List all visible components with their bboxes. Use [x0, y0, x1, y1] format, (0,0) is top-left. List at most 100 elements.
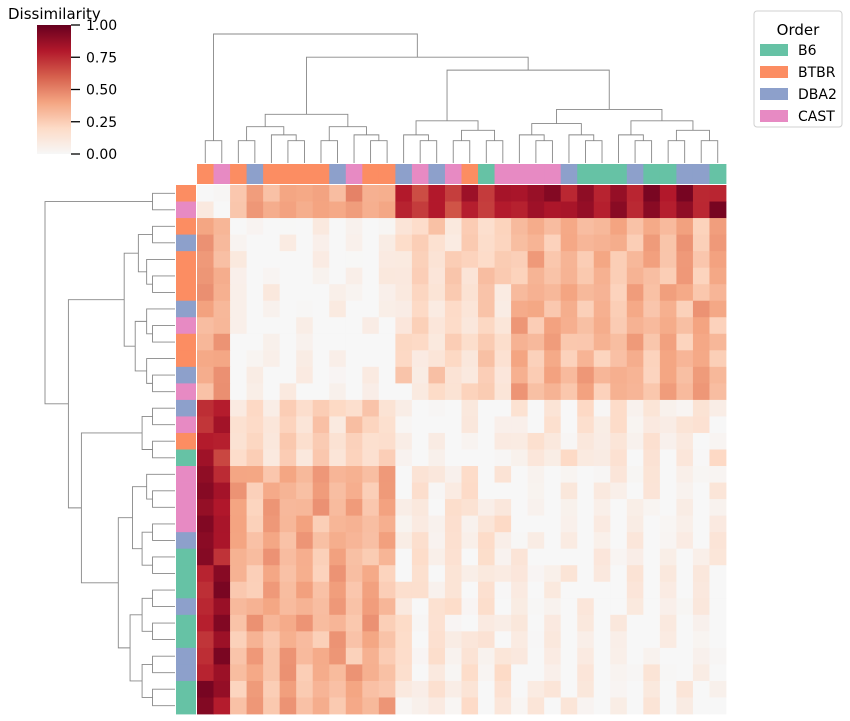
- heatmap-cell: [246, 366, 264, 384]
- heatmap-cell: [329, 350, 347, 368]
- heatmap-cell: [511, 350, 529, 368]
- heatmap-cell: [246, 350, 264, 368]
- heatmap-cell: [577, 565, 595, 583]
- heatmap-cell: [213, 218, 231, 235]
- heatmap-cell: [279, 449, 297, 467]
- heatmap-cell: [279, 218, 297, 235]
- heatmap-cell: [329, 647, 347, 665]
- heatmap-cell: [560, 366, 578, 384]
- heatmap-cell: [312, 234, 330, 252]
- heatmap-cell: [494, 482, 512, 500]
- heatmap-cell: [709, 598, 727, 616]
- heatmap-cell: [378, 350, 396, 368]
- heatmap-cell: [626, 664, 644, 682]
- heatmap-cell: [643, 565, 661, 583]
- row-color-cell: [176, 647, 196, 665]
- heatmap-cell: [378, 185, 396, 202]
- heatmap-cell: [345, 499, 363, 517]
- heatmap-cell: [494, 399, 512, 417]
- heatmap-cell: [494, 680, 512, 698]
- dendrogram-link: [328, 126, 367, 141]
- heatmap-cell: [676, 697, 694, 715]
- heatmap-cell: [378, 366, 396, 384]
- heatmap-cell: [659, 218, 677, 235]
- heatmap-cell: [560, 466, 578, 483]
- heatmap-cell: [197, 680, 214, 698]
- heatmap-cell: [626, 333, 644, 351]
- heatmap-cell: [362, 548, 380, 566]
- column-color-cell: [312, 164, 330, 184]
- dendrogram-link: [518, 134, 545, 163]
- heatmap-cell: [544, 581, 562, 599]
- heatmap-cell: [213, 284, 231, 302]
- dendrogram-link: [452, 140, 471, 163]
- heatmap-cell: [478, 218, 495, 235]
- heatmap-cell: [230, 565, 247, 583]
- heatmap-cell: [213, 680, 231, 698]
- heatmap-cell: [709, 614, 727, 632]
- heatmap-cell: [444, 185, 462, 202]
- heatmap-cell: [378, 267, 396, 285]
- heatmap-cell: [444, 614, 462, 632]
- heatmap-cell: [709, 267, 727, 285]
- heatmap-cell: [643, 614, 661, 632]
- heatmap-cell: [213, 267, 231, 285]
- row-color-cell: [176, 532, 196, 550]
- heatmap-cell: [395, 647, 413, 665]
- heatmap-cell: [659, 234, 677, 252]
- heatmap-cell: [527, 251, 545, 269]
- row-color-cell: [176, 697, 196, 715]
- heatmap-cell: [527, 697, 545, 715]
- heatmap-cell: [312, 614, 330, 632]
- dendrogram-link: [152, 192, 175, 211]
- heatmap-cell: [246, 631, 264, 649]
- heatmap-cell: [527, 647, 545, 665]
- heatmap-cell: [296, 383, 314, 401]
- heatmap-cell: [213, 631, 231, 649]
- heatmap-cell: [461, 185, 479, 202]
- dendrogram-link: [675, 129, 710, 141]
- heatmap-cell: [197, 631, 214, 649]
- heatmap-cell: [296, 317, 314, 335]
- heatmap-cell: [428, 680, 446, 698]
- heatmap-cell: [395, 449, 413, 467]
- heatmap-cell: [478, 416, 495, 434]
- heatmap-cell: [329, 449, 347, 467]
- heatmap-cell: [478, 598, 495, 616]
- heatmap-cell: [692, 284, 710, 302]
- heatmap-cell: [279, 201, 297, 219]
- heatmap-cell: [626, 581, 644, 599]
- heatmap-cell: [329, 664, 347, 682]
- heatmap-cell: [659, 399, 677, 417]
- colorbar-title: Dissimilarity: [8, 5, 101, 23]
- heatmap-cell: [593, 466, 611, 483]
- heatmap-cell: [213, 499, 231, 517]
- heatmap-cell: [593, 383, 611, 401]
- heatmap-cell: [478, 185, 495, 202]
- heatmap-cell: [345, 647, 363, 665]
- heatmap-cell: [511, 499, 529, 517]
- heatmap-cell: [362, 234, 380, 252]
- heatmap-cell: [444, 218, 462, 235]
- heatmap-cell: [511, 234, 529, 252]
- heatmap-cell: [527, 532, 545, 550]
- heatmap-cell: [378, 201, 396, 219]
- heatmap-cell: [279, 383, 297, 401]
- heatmap-cell: [511, 631, 529, 649]
- heatmap-cell: [345, 548, 363, 566]
- heatmap-cell: [610, 515, 628, 533]
- heatmap-cell: [577, 482, 595, 500]
- heatmap-cell: [676, 201, 694, 219]
- heatmap-cell: [577, 383, 595, 401]
- heatmap-cell: [527, 366, 545, 384]
- heatmap-cell: [197, 482, 214, 500]
- heatmap-cell: [643, 548, 661, 566]
- heatmap-cell: [527, 267, 545, 285]
- heatmap-cell: [494, 267, 512, 285]
- column-color-cell: [709, 164, 727, 184]
- heatmap-cell: [395, 300, 413, 318]
- heatmap-cell: [230, 201, 247, 219]
- heatmap-cell: [444, 466, 462, 483]
- heatmap-cell: [329, 482, 347, 500]
- dendrogram-link: [556, 108, 663, 124]
